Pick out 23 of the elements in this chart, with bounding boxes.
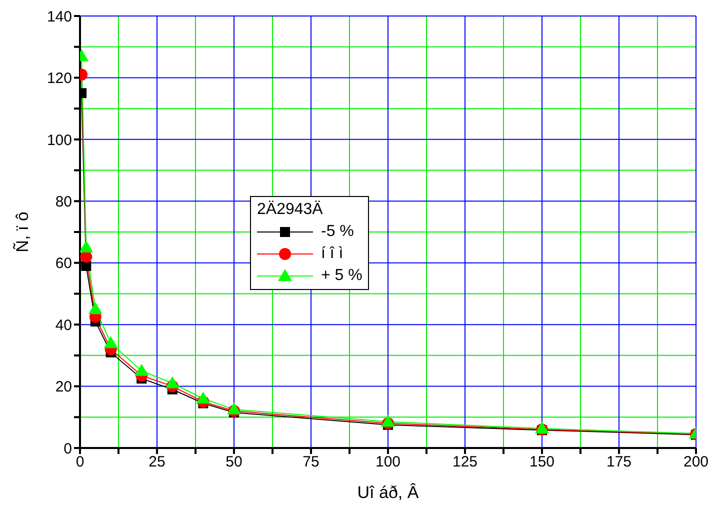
x-tick-label: 175 <box>606 454 632 471</box>
y-axis-title: Ñ, ï ô <box>13 212 32 252</box>
y-tick-label: 120 <box>46 70 72 88</box>
x-axis-title: Uî áð, Â <box>357 483 420 502</box>
x-tick-label: 125 <box>452 454 478 471</box>
x-tick-label: 150 <box>529 454 555 471</box>
x-tick-label: 25 <box>148 454 166 471</box>
y-tick-label: 100 <box>46 132 72 149</box>
legend-title: 2Ä2943Ä <box>257 200 324 220</box>
y-tick-label: 80 <box>55 193 72 210</box>
x-tick-label: 50 <box>226 454 242 471</box>
x-tick-label: 200 <box>683 454 709 471</box>
y-tick-label: 40 <box>55 316 72 334</box>
x-tick-label: 75 <box>302 454 320 471</box>
x-tick-label: 0 <box>76 454 84 471</box>
y-tick-label: 20 <box>55 378 72 396</box>
legend-label: í î ì <box>321 244 344 264</box>
y-tick-label: 60 <box>55 255 72 272</box>
y-tick-label: 140 <box>46 8 72 26</box>
x-tick-label: 100 <box>375 454 401 471</box>
legend-label: + 5 % <box>321 266 362 286</box>
y-tick-label: 0 <box>64 440 72 458</box>
legend-label: -5 % <box>321 222 354 242</box>
